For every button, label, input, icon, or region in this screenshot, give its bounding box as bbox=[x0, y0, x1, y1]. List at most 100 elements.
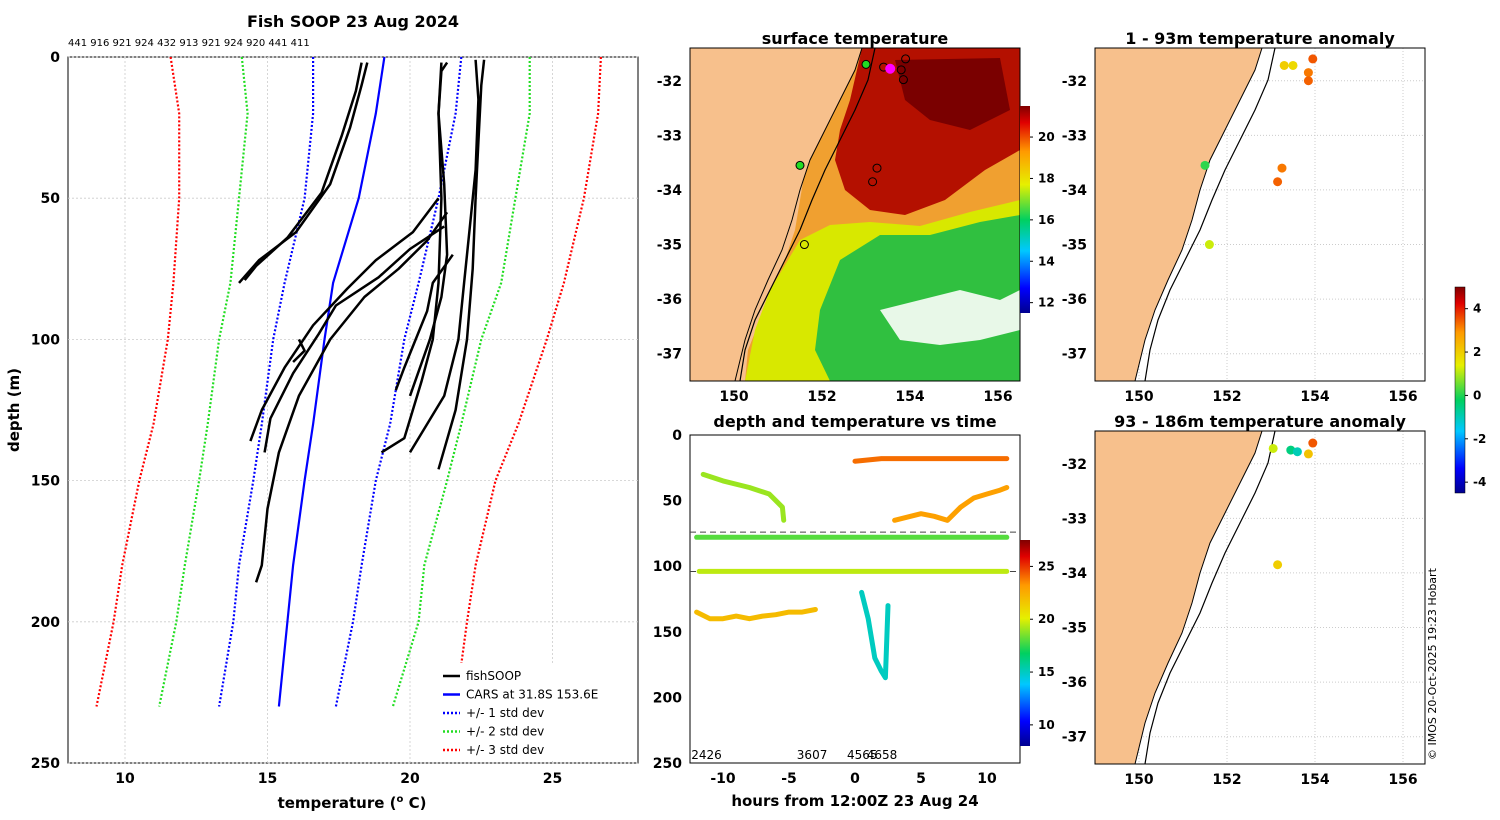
map-ytick-label: -36 bbox=[657, 292, 682, 308]
map-xtick-label: 156 bbox=[1388, 389, 1417, 405]
anomaly-shallow-axes-box bbox=[1094, 47, 1426, 382]
map-ytick-label: -32 bbox=[1062, 74, 1087, 90]
profile-lines bbox=[95, 56, 602, 707]
colorbar-tick-label: 2 bbox=[1473, 345, 1481, 359]
timeseries-id-label: 4565 bbox=[847, 748, 878, 762]
coastline bbox=[690, 48, 863, 381]
sst-eddy-core bbox=[895, 58, 1010, 130]
timeseries-ytick-label: 150 bbox=[653, 625, 682, 641]
map-ytick-label: -33 bbox=[1062, 511, 1087, 527]
map-xtick-label: 152 bbox=[807, 389, 836, 405]
colorbar-tick-label: 10 bbox=[1038, 718, 1055, 732]
colorbar-tick-label: 16 bbox=[1038, 213, 1055, 227]
legend-label: +/- 2 std dev bbox=[466, 725, 544, 739]
colorbar-tick-label: 15 bbox=[1038, 665, 1055, 679]
anomaly-point bbox=[1273, 177, 1283, 187]
sst-cloud-mask bbox=[880, 290, 1020, 345]
fishsoop-profile-line bbox=[243, 62, 363, 281]
timeseries-title: depth and temperature vs time bbox=[713, 412, 996, 431]
sst-title: surface temperature bbox=[762, 29, 949, 48]
profile-xtick-label: 10 bbox=[115, 771, 135, 787]
timeseries-id-label: 3607 bbox=[797, 748, 828, 762]
timeseries-xtick-label: 0 bbox=[850, 771, 860, 787]
legend-label: fishSOOP bbox=[466, 669, 521, 683]
map-xtick-label: 154 bbox=[1300, 389, 1329, 405]
map-ytick-label: -33 bbox=[657, 128, 682, 144]
colorbar-tick-label: -4 bbox=[1473, 475, 1486, 489]
fishsoop-profile-line bbox=[238, 62, 369, 284]
profile-legend: fishSOOP CARS at 31.8S 153.6E +/- 1 std de… bbox=[434, 663, 634, 759]
profile-title: Fish SOOP 23 Aug 2024 bbox=[247, 12, 459, 31]
map-ytick-label: -37 bbox=[657, 347, 682, 363]
map-xtick-label: 150 bbox=[719, 389, 748, 405]
anomaly-deep-points bbox=[1268, 438, 1318, 570]
profile-grid bbox=[68, 56, 638, 764]
timeseries-colorbar-ticks: 25 20 15 10 bbox=[1030, 559, 1055, 732]
anomaly-shallow-points bbox=[1200, 54, 1318, 250]
anomaly-point bbox=[1292, 447, 1302, 457]
anomaly-shallow-isobath bbox=[1144, 47, 1276, 382]
profile-xlabel: temperature (o C) bbox=[278, 794, 427, 812]
map-xtick-label: 152 bbox=[1212, 772, 1241, 788]
colorbar-tick-label: 18 bbox=[1038, 171, 1055, 185]
timeseries-id-label: 2426 bbox=[691, 748, 722, 762]
anomaly-point bbox=[1288, 60, 1298, 70]
anomaly-point bbox=[1204, 240, 1214, 250]
sst-colorbar bbox=[1020, 106, 1030, 313]
profile-series-line bbox=[218, 57, 315, 707]
map-xtick-label: 150 bbox=[1124, 772, 1153, 788]
profile-xtick-label: 20 bbox=[400, 771, 420, 787]
fishsoop-profile-line bbox=[437, 59, 486, 470]
fishsoop-profile-line bbox=[263, 225, 445, 453]
timeseries-xtick-label: -10 bbox=[710, 771, 736, 787]
credit-text: © IMOS 20-Oct-2025 19:23 Hobart bbox=[1426, 567, 1439, 760]
anomaly-shallow-ticks: 150 152 154 156 -32 -33 -34 -35 -36 -37 bbox=[1062, 74, 1418, 405]
timeseries-xtick-label: 10 bbox=[977, 771, 997, 787]
map-xtick-label: 154 bbox=[895, 389, 924, 405]
timeseries-xlabel: hours from 12:00Z 23 Aug 24 bbox=[731, 792, 978, 810]
anomaly-deep-land bbox=[1094, 430, 1263, 765]
colorbar-tick-label: 20 bbox=[1038, 130, 1055, 144]
timeseries-axes-box bbox=[689, 434, 1021, 764]
sst-station-marker bbox=[872, 163, 882, 173]
timeseries-id-label: 4658 bbox=[867, 748, 898, 762]
sst-panel: surface temperature 150 152 154 156 -32 -33 -3… bbox=[657, 29, 1055, 405]
map-xtick-label: 156 bbox=[983, 389, 1012, 405]
map-xtick-label: 150 bbox=[1124, 389, 1153, 405]
anomaly-deep-axes-box bbox=[1094, 430, 1426, 765]
anomaly-point bbox=[1279, 60, 1289, 70]
profile-ytick-label: 150 bbox=[31, 474, 60, 490]
profile-series-line bbox=[95, 56, 181, 707]
anomaly-point bbox=[1308, 54, 1318, 64]
profile-ytick-label: 0 bbox=[50, 50, 60, 66]
colorbar-tick-label: 0 bbox=[1473, 388, 1481, 402]
anomaly-colorbar-ticks: 4 2 0 -2 -4 bbox=[1465, 302, 1486, 489]
map-ytick-label: -32 bbox=[657, 74, 682, 90]
anomaly-shallow-land bbox=[1094, 47, 1263, 382]
timeseries-colorbar bbox=[1020, 540, 1030, 746]
map-xtick-label: 156 bbox=[1388, 772, 1417, 788]
fishsoop-profile-line bbox=[254, 211, 449, 583]
profile-series-line bbox=[158, 56, 249, 707]
fishsoop-profile-line bbox=[292, 338, 306, 363]
profile-ytick-label: 200 bbox=[31, 615, 60, 631]
legend-label: CARS at 31.8S 153.6E bbox=[466, 688, 598, 702]
anomaly-deep-title: 93 - 186m temperature anomaly bbox=[1114, 412, 1406, 431]
fishsoop-profile-line bbox=[394, 253, 454, 391]
timeseries-tracks bbox=[694, 456, 1010, 681]
sst-station-marker bbox=[795, 160, 805, 170]
sst-station-marker bbox=[868, 177, 878, 187]
sst-station-marker bbox=[896, 65, 906, 75]
anomaly-point bbox=[1268, 443, 1278, 453]
anomaly-point bbox=[1273, 560, 1283, 570]
map-ytick-label: -35 bbox=[1062, 238, 1087, 254]
map-ytick-label: -32 bbox=[1062, 457, 1087, 473]
anomaly-deep-isobath bbox=[1144, 430, 1276, 765]
sst-station-marker bbox=[901, 54, 911, 64]
timeseries-xtick-label: 5 bbox=[916, 771, 926, 787]
legend-label: +/- 1 std dev bbox=[466, 706, 544, 720]
timeseries-xtick-label: -5 bbox=[781, 771, 797, 787]
map-ytick-label: -35 bbox=[1062, 621, 1087, 637]
map-xtick-label: 152 bbox=[1212, 389, 1241, 405]
